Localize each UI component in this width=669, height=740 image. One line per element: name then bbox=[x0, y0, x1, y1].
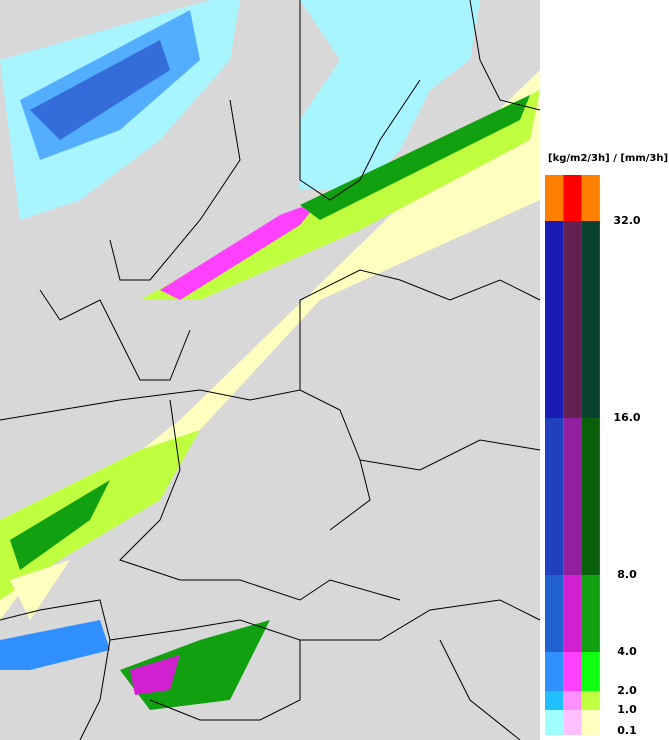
legend-swatch bbox=[545, 652, 564, 691]
legend-swatch bbox=[545, 691, 564, 710]
legend-swatch bbox=[581, 175, 600, 221]
legend-tick-label: 32.0 bbox=[613, 214, 640, 227]
legend-swatch bbox=[581, 710, 600, 735]
precip bbox=[130, 655, 180, 695]
precip bbox=[30, 40, 170, 140]
legend-tick-label: 2.0 bbox=[617, 684, 637, 697]
legend-title: [kg/m2/3h] / [mm/3h] bbox=[548, 153, 668, 164]
legend-swatch bbox=[545, 575, 564, 652]
legend-swatch bbox=[563, 691, 582, 710]
legend-tick-label: 8.0 bbox=[617, 568, 637, 581]
legend-swatch bbox=[581, 418, 600, 575]
legend-swatch bbox=[563, 418, 582, 575]
legend-swatch bbox=[581, 652, 600, 691]
legend-swatch bbox=[581, 575, 600, 652]
precip bbox=[0, 620, 110, 670]
precip bbox=[300, 95, 530, 220]
precip bbox=[10, 560, 70, 620]
legend: 32.0 16.0 8.0 4.0 2.0 1.0 0.1 bbox=[545, 175, 641, 737]
legend-swatch bbox=[563, 575, 582, 652]
map bbox=[0, 0, 541, 740]
legend-swatch bbox=[545, 418, 564, 575]
legend-swatch bbox=[563, 175, 582, 221]
legend-swatch bbox=[563, 221, 582, 418]
precip bbox=[0, 70, 540, 620]
legend-swatch bbox=[545, 221, 564, 418]
legend-swatch bbox=[545, 710, 564, 735]
precip bbox=[0, 430, 200, 600]
borders bbox=[0, 0, 541, 740]
legend-swatch bbox=[563, 652, 582, 691]
legend-tick-label: 16.0 bbox=[613, 411, 640, 424]
legend-swatch bbox=[581, 221, 600, 418]
legend-tick-label: 1.0 bbox=[617, 703, 637, 716]
legend-tick-label: 4.0 bbox=[617, 645, 637, 658]
legend-swatch bbox=[545, 175, 564, 221]
precip bbox=[10, 480, 110, 570]
legend-swatch bbox=[581, 691, 600, 710]
precip bbox=[160, 200, 320, 300]
legend-swatch bbox=[563, 710, 582, 735]
sea-cold-area bbox=[300, 0, 480, 190]
legend-tick-label: 0.1 bbox=[617, 724, 637, 737]
